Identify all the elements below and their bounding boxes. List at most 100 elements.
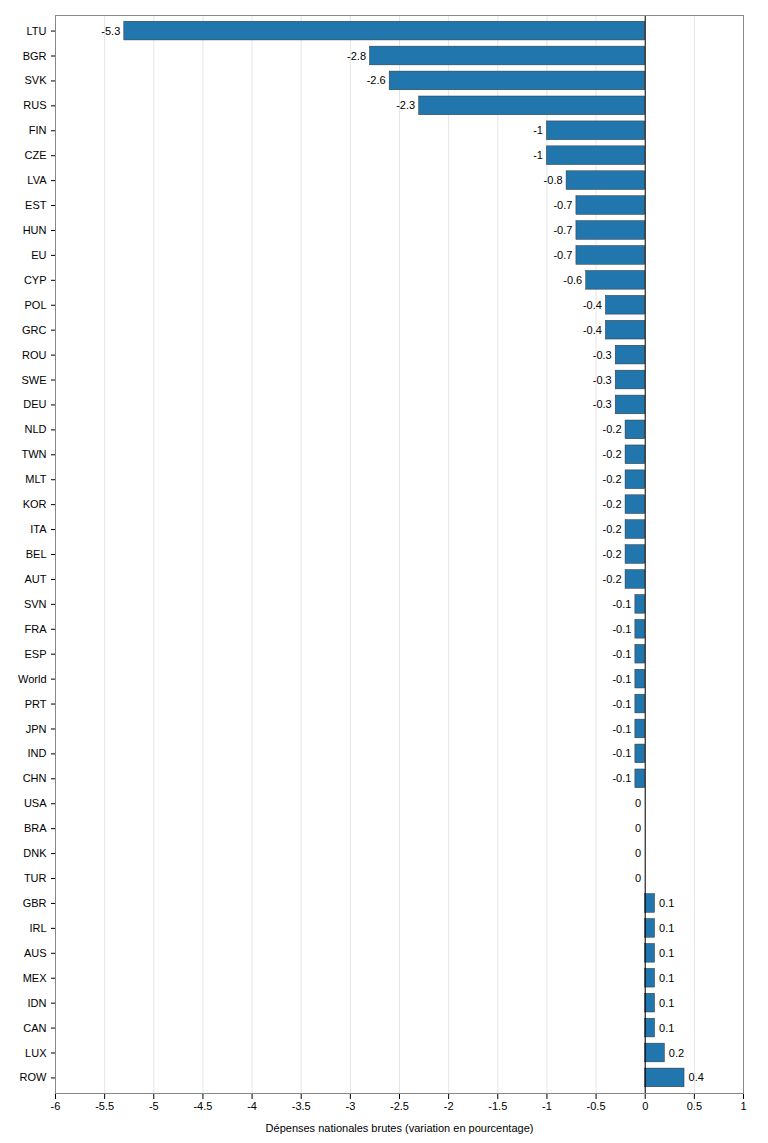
svg-text:AUT: AUT — [25, 573, 47, 585]
svg-text:0: 0 — [642, 1100, 648, 1112]
svg-text:POL: POL — [24, 299, 46, 311]
svg-text:-5.3: -5.3 — [101, 25, 120, 37]
svg-text:-0.5: -0.5 — [587, 1100, 606, 1112]
svg-text:FRA: FRA — [25, 623, 48, 635]
svg-text:GBR: GBR — [23, 897, 47, 909]
svg-text:-0.1: -0.1 — [612, 623, 631, 635]
svg-text:RUS: RUS — [23, 99, 46, 111]
svg-text:0: 0 — [635, 847, 641, 859]
svg-text:-0.4: -0.4 — [583, 324, 602, 336]
svg-text:ROU: ROU — [22, 349, 47, 361]
svg-text:-0.7: -0.7 — [553, 249, 572, 261]
svg-text:DEU: DEU — [23, 398, 46, 410]
svg-text:0.5: 0.5 — [687, 1100, 702, 1112]
svg-text:-1.5: -1.5 — [488, 1100, 507, 1112]
svg-text:-0.2: -0.2 — [603, 423, 622, 435]
svg-text:-0.3: -0.3 — [593, 374, 612, 386]
svg-text:-0.7: -0.7 — [553, 199, 572, 211]
svg-text:-0.2: -0.2 — [603, 548, 622, 560]
svg-text:-0.3: -0.3 — [593, 398, 612, 410]
svg-text:0.1: 0.1 — [659, 997, 674, 1009]
svg-text:-0.8: -0.8 — [544, 174, 563, 186]
svg-text:CHN: CHN — [23, 772, 47, 784]
svg-text:AUS: AUS — [24, 947, 47, 959]
svg-text:-5: -5 — [149, 1100, 159, 1112]
svg-text:-0.2: -0.2 — [603, 573, 622, 585]
svg-text:USA: USA — [24, 797, 47, 809]
svg-text:-1: -1 — [533, 149, 543, 161]
svg-text:-4: -4 — [247, 1100, 257, 1112]
svg-text:-2.8: -2.8 — [347, 50, 366, 62]
svg-text:DNK: DNK — [23, 847, 47, 859]
svg-text:-0.2: -0.2 — [603, 498, 622, 510]
svg-text:MEX: MEX — [23, 972, 48, 984]
svg-text:-6: -6 — [51, 1100, 61, 1112]
svg-text:LVA: LVA — [27, 174, 47, 186]
svg-text:0.1: 0.1 — [659, 922, 674, 934]
svg-text:ROW: ROW — [20, 1071, 48, 1083]
svg-text:LUX: LUX — [25, 1047, 47, 1059]
svg-text:HUN: HUN — [23, 224, 47, 236]
svg-text:SWE: SWE — [21, 374, 46, 386]
svg-text:GRC: GRC — [22, 324, 47, 336]
svg-text:SVK: SVK — [24, 74, 47, 86]
svg-text:-0.1: -0.1 — [612, 598, 631, 610]
svg-text:-4.5: -4.5 — [193, 1100, 212, 1112]
svg-text:CAN: CAN — [23, 1022, 46, 1034]
svg-text:KOR: KOR — [23, 498, 47, 510]
svg-text:-0.1: -0.1 — [612, 673, 631, 685]
svg-text:JPN: JPN — [26, 722, 47, 734]
svg-text:-1: -1 — [542, 1100, 552, 1112]
svg-text:-2.6: -2.6 — [367, 74, 386, 86]
svg-text:0: 0 — [635, 872, 641, 884]
svg-text:-0.1: -0.1 — [612, 747, 631, 759]
svg-text:-2: -2 — [444, 1100, 454, 1112]
svg-text:MLT: MLT — [25, 473, 46, 485]
svg-text:1: 1 — [740, 1100, 746, 1112]
svg-text:ESP: ESP — [24, 648, 46, 660]
svg-text:0.1: 0.1 — [659, 897, 674, 909]
svg-text:0.1: 0.1 — [659, 1022, 674, 1034]
svg-text:EU: EU — [31, 249, 46, 261]
svg-text:-0.2: -0.2 — [603, 523, 622, 535]
svg-text:BEL: BEL — [26, 548, 47, 560]
svg-text:-2.5: -2.5 — [390, 1100, 409, 1112]
svg-text:SVN: SVN — [24, 598, 47, 610]
svg-text:-0.4: -0.4 — [583, 299, 602, 311]
svg-text:EST: EST — [25, 199, 47, 211]
svg-text:-0.7: -0.7 — [553, 224, 572, 236]
svg-text:ITA: ITA — [30, 523, 47, 535]
svg-text:0.1: 0.1 — [659, 947, 674, 959]
svg-text:-2.3: -2.3 — [396, 99, 415, 111]
svg-text:-0.1: -0.1 — [612, 698, 631, 710]
svg-text:-1: -1 — [533, 124, 543, 136]
svg-text:-0.1: -0.1 — [612, 648, 631, 660]
svg-text:0.1: 0.1 — [659, 972, 674, 984]
svg-text:LTU: LTU — [27, 25, 47, 37]
svg-text:World: World — [18, 673, 47, 685]
svg-text:TWN: TWN — [21, 448, 46, 460]
svg-text:FIN: FIN — [29, 124, 47, 136]
svg-text:PRT: PRT — [25, 698, 47, 710]
svg-text:-0.2: -0.2 — [603, 473, 622, 485]
svg-text:-0.1: -0.1 — [612, 722, 631, 734]
svg-text:0.2: 0.2 — [669, 1047, 684, 1059]
svg-text:TUR: TUR — [24, 872, 47, 884]
svg-text:IDN: IDN — [28, 997, 47, 1009]
svg-text:-0.6: -0.6 — [563, 274, 582, 286]
svg-text:BGR: BGR — [23, 50, 47, 62]
svg-text:0.4: 0.4 — [689, 1071, 704, 1083]
svg-text:-0.2: -0.2 — [603, 448, 622, 460]
svg-text:Dépenses nationales brutes (va: Dépenses nationales brutes (variation en… — [266, 1122, 534, 1134]
svg-text:0: 0 — [635, 797, 641, 809]
svg-text:NLD: NLD — [24, 423, 46, 435]
svg-text:-5.5: -5.5 — [95, 1100, 114, 1112]
svg-text:-3: -3 — [345, 1100, 355, 1112]
svg-text:-3.5: -3.5 — [292, 1100, 311, 1112]
svg-text:IND: IND — [28, 747, 47, 759]
svg-text:CZE: CZE — [25, 149, 47, 161]
svg-text:0: 0 — [635, 822, 641, 834]
svg-text:BRA: BRA — [24, 822, 47, 834]
svg-text:-0.1: -0.1 — [612, 772, 631, 784]
svg-text:IRL: IRL — [29, 922, 46, 934]
